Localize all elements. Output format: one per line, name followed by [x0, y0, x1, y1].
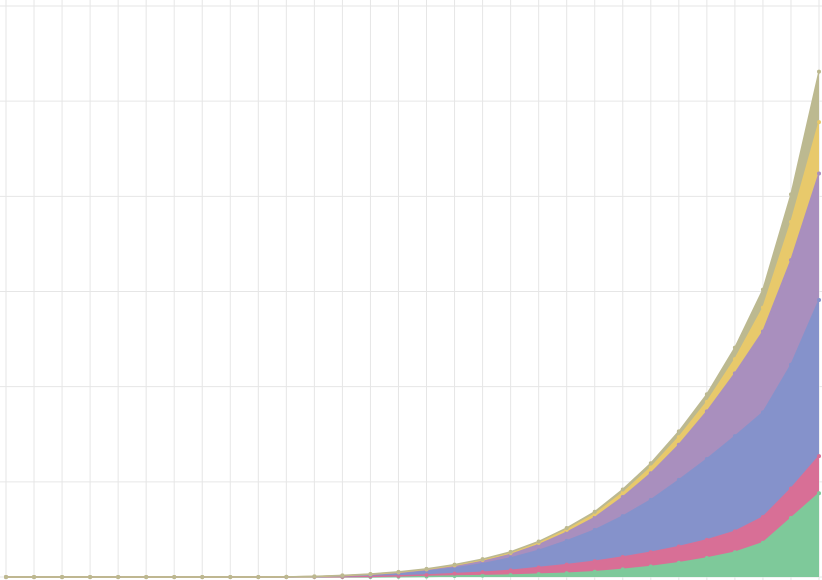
data-point-series-3: [620, 514, 625, 519]
data-point-series-6: [508, 549, 513, 554]
data-point-series-6: [60, 575, 65, 579]
data-point-series-1: [732, 550, 737, 555]
data-point-series-3: [788, 362, 793, 367]
data-point-series-6: [4, 575, 8, 579]
data-point-series-5: [648, 465, 653, 470]
data-point-series-4: [732, 371, 737, 376]
data-point-series-1: [760, 540, 765, 545]
data-point-series-6: [116, 575, 121, 579]
data-point-series-6: [704, 392, 709, 397]
data-point-series-1: [648, 564, 653, 569]
data-point-series-6: [172, 575, 177, 579]
data-point-series-4: [788, 258, 793, 263]
data-point-series-4: [676, 442, 681, 447]
data-point-series-4: [592, 515, 597, 520]
data-point-series-4: [760, 329, 765, 334]
data-point-series-2: [452, 571, 457, 576]
data-point-series-6: [648, 461, 653, 466]
data-point-series-2: [760, 515, 765, 520]
data-point-series-1: [817, 491, 821, 496]
data-point-series-2: [508, 568, 513, 573]
series-line-6: [6, 71, 820, 578]
data-point-series-6: [228, 575, 233, 579]
data-point-series-3: [760, 410, 765, 415]
data-point-series-6: [480, 557, 485, 562]
data-point-series-1: [620, 567, 625, 572]
data-point-series-5: [732, 357, 737, 362]
series-edge-lines: [6, 71, 820, 578]
data-point-series-2: [732, 529, 737, 534]
area-series-1: [6, 493, 819, 577]
data-point-series-1: [536, 572, 541, 577]
data-point-series-1: [704, 555, 709, 560]
data-point-series-2: [676, 544, 681, 549]
data-point-series-5: [620, 490, 625, 495]
data-point-series-1: [564, 571, 569, 576]
data-point-series-2: [536, 565, 541, 570]
data-point-series-6: [592, 509, 597, 514]
data-point-series-2: [424, 573, 429, 577]
data-point-series-5: [817, 120, 821, 125]
data-point-series-2: [564, 562, 569, 567]
data-point-series-3: [564, 538, 569, 543]
data-point-series-2: [817, 454, 821, 459]
data-point-series-6: [32, 575, 37, 579]
data-point-series-4: [620, 495, 625, 500]
data-point-series-3: [480, 561, 485, 566]
data-point-series-5: [788, 220, 793, 225]
data-point-series-6: [564, 525, 569, 530]
data-point-series-5: [704, 399, 709, 404]
data-point-series-4: [817, 171, 821, 176]
data-point-series-6: [368, 571, 373, 576]
data-point-series-3: [732, 434, 737, 439]
data-point-series-3: [592, 527, 597, 532]
data-point-series-1: [676, 560, 681, 565]
data-point-series-3: [648, 497, 653, 502]
data-point-series-2: [648, 550, 653, 555]
data-point-series-6: [817, 69, 821, 74]
area-series-layer: [6, 71, 819, 578]
data-point-series-5: [760, 305, 765, 310]
data-point-series-4: [704, 409, 709, 414]
data-point-series-6: [452, 562, 457, 567]
data-point-series-2: [480, 570, 485, 575]
data-points: [4, 69, 821, 579]
data-point-series-6: [732, 345, 737, 350]
data-point-series-6: [620, 487, 625, 492]
data-point-series-2: [620, 555, 625, 560]
data-point-series-6: [256, 575, 261, 579]
data-point-series-2: [592, 559, 597, 564]
data-point-series-3: [536, 548, 541, 553]
data-point-series-3: [817, 298, 821, 303]
data-point-series-6: [536, 539, 541, 544]
data-point-series-3: [704, 456, 709, 461]
data-point-series-1: [592, 569, 597, 574]
data-point-series-6: [88, 575, 93, 579]
data-point-series-6: [760, 287, 765, 292]
data-point-series-3: [676, 477, 681, 482]
data-point-series-6: [144, 575, 149, 579]
data-point-series-6: [340, 573, 345, 578]
data-point-series-6: [424, 566, 429, 571]
data-point-series-2: [704, 537, 709, 542]
data-point-series-3: [508, 555, 513, 560]
data-point-series-6: [312, 574, 317, 579]
data-point-series-1: [480, 573, 485, 578]
data-point-series-6: [200, 575, 205, 579]
data-point-series-2: [788, 486, 793, 491]
data-point-series-5: [676, 435, 681, 440]
data-point-series-6: [284, 574, 289, 579]
data-point-series-6: [788, 192, 793, 197]
data-point-series-4: [648, 471, 653, 476]
data-point-series-1: [788, 516, 793, 520]
data-point-series-1: [508, 573, 513, 578]
data-point-series-6: [396, 569, 401, 574]
data-point-series-6: [676, 429, 681, 434]
